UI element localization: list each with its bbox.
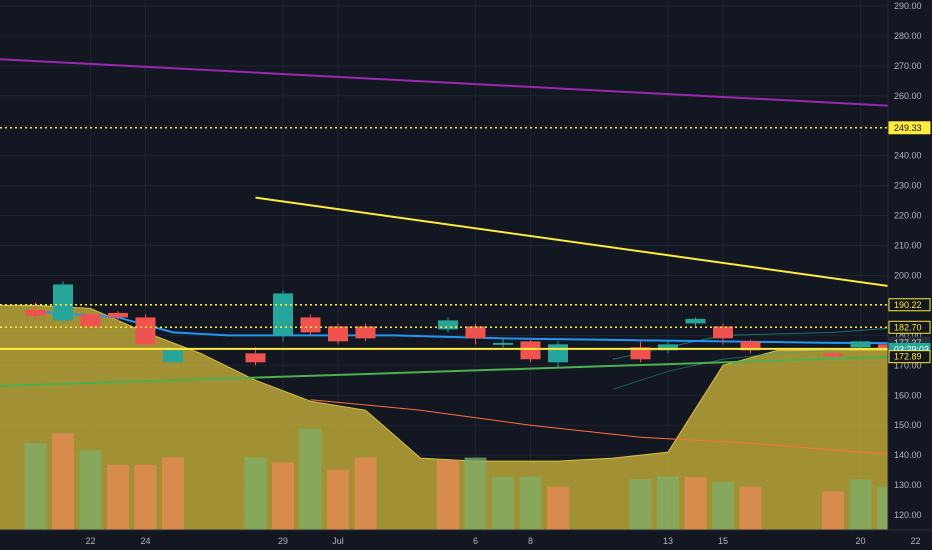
candle-body: [108, 312, 128, 318]
time-tick-label: 8: [528, 536, 533, 546]
price-tick-label: 170.00: [894, 360, 922, 370]
volume-bar: [327, 469, 349, 530]
candle-body: [53, 284, 73, 321]
volume-bar: [492, 476, 514, 530]
candle-body: [713, 326, 733, 339]
volume-bar: [52, 433, 74, 530]
time-tick-label: 13: [663, 536, 673, 546]
candle-body: [355, 326, 376, 339]
volume-bar: [24, 443, 47, 530]
price-tick-label: 200.00: [894, 270, 922, 280]
volume-bar: [739, 486, 762, 530]
price-tag-label: 03:29:03: [894, 344, 929, 354]
annotations: E: [0, 58, 932, 387]
time-tick-label: 22: [85, 536, 95, 546]
volume-bar: [354, 457, 377, 530]
price-tag-label: 190.22: [894, 300, 922, 310]
volume-bar: [107, 464, 129, 530]
volume-bar: [464, 457, 487, 530]
descending-trend-line: [255, 196, 932, 294]
time-tick-label: 24: [140, 536, 150, 546]
price-tick-label: 160.00: [894, 390, 922, 400]
volume-bar: [657, 476, 679, 530]
volume-bar: [519, 476, 542, 530]
volume-bar: [134, 464, 157, 530]
candle-body: [273, 293, 293, 336]
price-tick-label: 280.00: [894, 31, 922, 41]
price-axis[interactable]: 290.00280.00270.00260.00250.00240.00230.…: [887, 0, 932, 550]
price-tick-label: 210.00: [894, 241, 922, 251]
candle-body: [520, 341, 541, 360]
time-tick-label: 6: [473, 536, 478, 546]
time-axis-bg: [0, 530, 932, 550]
time-tick-label: 22: [910, 536, 920, 546]
volume-bar: [822, 491, 844, 530]
candle-body: [245, 353, 266, 363]
price-tick-label: 270.00: [894, 61, 922, 71]
price-tick-label: 180.00: [894, 330, 922, 340]
candle-body: [658, 344, 678, 351]
volume-bar: [162, 457, 184, 530]
volume-bar: [629, 479, 652, 530]
volume-bar: [547, 486, 569, 530]
time-tick-label: Jul: [332, 536, 344, 546]
price-tick-label: 260.00: [894, 91, 922, 101]
ma-orange-line: [310, 399, 932, 458]
candle-body: [135, 317, 156, 345]
candle-body: [685, 318, 706, 324]
volume-bar: [299, 428, 322, 530]
volume-bar: [849, 479, 872, 530]
price-tick-label: 150.00: [894, 420, 922, 430]
candle-body: [25, 309, 46, 316]
candle-body: [740, 341, 761, 351]
candle-body: [438, 320, 458, 330]
candle-body: [300, 317, 321, 333]
purple-trend-line: [0, 58, 932, 109]
price-tag-box: [888, 121, 931, 135]
cloud-upper-line: [612, 324, 932, 360]
candle-body: [548, 344, 568, 363]
price-tick-label: 130.00: [894, 480, 922, 490]
volume-bar: [79, 450, 102, 530]
price-tag-label: 182.70: [894, 322, 922, 332]
price-tag-box: [888, 320, 931, 334]
price-tag-box: [888, 298, 931, 312]
yellow-fill-area: [0, 305, 932, 530]
candle-body: [328, 326, 348, 342]
time-axis[interactable]: 222429Jul68131520222729Aug: [0, 529, 932, 550]
time-tick-label: 15: [718, 536, 728, 546]
volume-bar: [437, 459, 459, 530]
price-tick-label: 230.00: [894, 181, 922, 191]
candle-body: [493, 342, 513, 345]
price-axis-bg: [888, 0, 932, 550]
candle-body: [630, 347, 651, 360]
volume-bar: [272, 462, 294, 530]
price-tick-label: 140.00: [894, 450, 922, 460]
candle-body: [465, 326, 486, 339]
price-tick-label: 120.00: [894, 510, 922, 520]
volume-bars: [24, 428, 927, 530]
volume-bar: [244, 457, 267, 530]
price-tag-box: [888, 350, 931, 364]
candle-body: [163, 350, 183, 363]
price-tick-label: 290.00: [894, 1, 922, 11]
price-tick-label: 220.00: [894, 211, 922, 221]
price-tag-label: 172.89: [894, 352, 922, 362]
time-tick-label: 20: [855, 536, 865, 546]
candle-body: [850, 341, 871, 348]
price-tick-label: 240.00: [894, 151, 922, 161]
volume-bar: [712, 481, 734, 530]
time-tick-label: 29: [278, 536, 288, 546]
candle-body: [80, 314, 101, 327]
candle-body: [823, 353, 843, 357]
volume-bar: [684, 476, 707, 530]
price-tag-label: 249.33: [894, 123, 922, 133]
